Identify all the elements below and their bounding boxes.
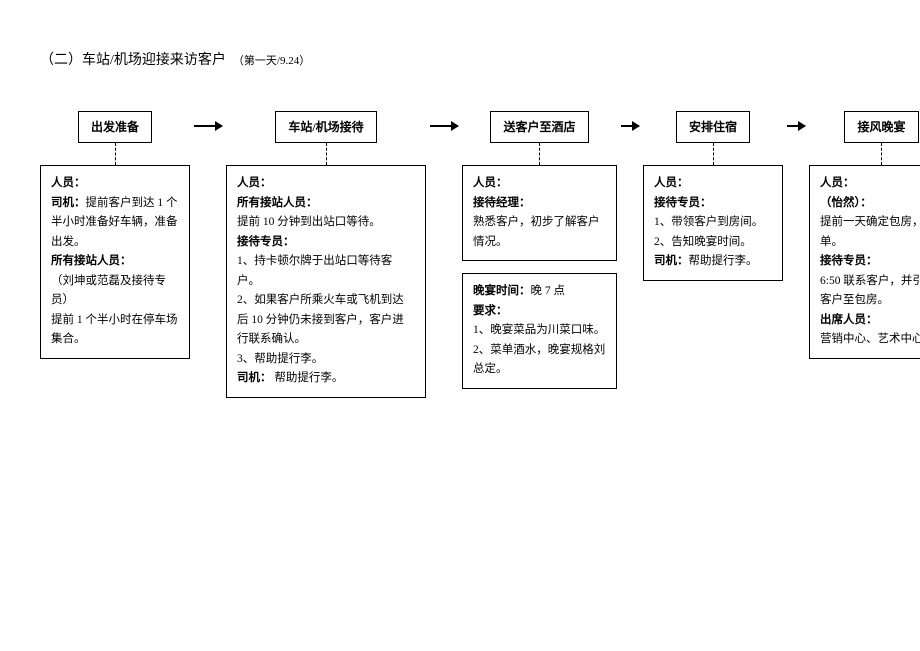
step-box-3: 送客户至酒店 [490, 111, 588, 143]
step-box-4: 安排住宿 [676, 111, 750, 143]
line: 接待经理： [473, 194, 606, 214]
connector [881, 143, 882, 165]
line: 要求： [473, 302, 606, 322]
page-title: （二）车站/机场迎接来访客户 （第一天/9.24） [40, 50, 880, 71]
heading: 人员： [237, 174, 415, 194]
line: 1、持卡顿尔牌于出站口等待客户。 [237, 252, 415, 291]
heading: 人员： [51, 174, 179, 194]
line: （怡然）： [820, 194, 920, 214]
detail-box-5: 人员： （怡然）： 提前一天确定包房，菜单。 接待专员： 6:50 联系客户，并… [809, 165, 920, 359]
title-main: （二）车站/机场迎接来访客户 [40, 53, 226, 68]
detail-box-4: 人员： 接待专员： 1、带领客户到房间。 2、告知晚宴时间。 司机：帮助提行李。 [643, 165, 783, 281]
line: 提前 10 分钟到出站口等待。 [237, 213, 415, 233]
step-box-2: 车站/机场接待 [275, 111, 376, 143]
line: 司机：提前客户到达 1 个半小时准备好车辆，准备出发。 [51, 194, 179, 253]
line: 3、帮助提行李。 [237, 350, 415, 370]
line: 1、带领客户到房间。 [654, 213, 772, 233]
detail-box-3a: 人员： 接待经理： 熟悉客户，初步了解客户情况。 [462, 165, 617, 261]
heading: 人员： [473, 174, 606, 194]
detail-box-1: 人员： 司机：提前客户到达 1 个半小时准备好车辆，准备出发。 所有接站人员： … [40, 165, 190, 359]
line: 出席人员： [820, 311, 920, 331]
step-col-1: 出发准备 人员： 司机：提前客户到达 1 个半小时准备好车辆，准备出发。 所有接… [40, 111, 190, 359]
title-sub: （第一天/9.24） [233, 55, 310, 67]
detail-box-2: 人员： 所有接站人员： 提前 10 分钟到出站口等待。 接待专员： 1、持卡顿尔… [226, 165, 426, 398]
line: 接待专员： [820, 252, 920, 272]
line: 6:50 联系客户，并引领客户至包房。 [820, 272, 920, 311]
connector [326, 143, 327, 165]
step-box-1: 出发准备 [78, 111, 152, 143]
heading: 人员： [820, 174, 920, 194]
line: 2、菜单酒水，晚宴规格刘总定。 [473, 341, 606, 380]
heading: 人员： [654, 174, 772, 194]
line: 晚宴时间：晚 7 点 [473, 282, 606, 302]
detail-box-3b: 晚宴时间：晚 7 点 要求： 1、晚宴菜品为川菜口味。 2、菜单酒水，晚宴规格刘… [462, 273, 617, 389]
line: 所有接站人员： [237, 194, 415, 214]
arrow-icon [783, 111, 809, 141]
line: 司机：帮助提行李。 [654, 252, 772, 272]
step-col-3: 送客户至酒店 人员： 接待经理： 熟悉客户，初步了解客户情况。 晚宴时间：晚 7… [462, 111, 617, 389]
arrow-icon [617, 111, 643, 141]
line: 接待专员： [237, 233, 415, 253]
line: 提前一天确定包房，菜单。 [820, 213, 920, 252]
line: 1、晚宴菜品为川菜口味。 [473, 321, 606, 341]
step-col-5: 接风晚宴 人员： （怡然）： 提前一天确定包房，菜单。 接待专员： 6:50 联… [809, 111, 920, 359]
connector [115, 143, 116, 165]
line: （刘坤或范磊及接待专员） [51, 272, 179, 311]
line: 所有接站人员： [51, 252, 179, 272]
connector [713, 143, 714, 165]
line: 提前 1 个半小时在停车场集合。 [51, 311, 179, 350]
flowchart: 出发准备 人员： 司机：提前客户到达 1 个半小时准备好车辆，准备出发。 所有接… [40, 111, 880, 398]
connector [539, 143, 540, 165]
line: 2、如果客户所乘火车或飞机到达后 10 分钟仍未接到客户，客户进行联系确认。 [237, 291, 415, 350]
line: 2、告知晚宴时间。 [654, 233, 772, 253]
line: 营销中心、艺术中心。 [820, 330, 920, 350]
line: 接待专员： [654, 194, 772, 214]
line: 熟悉客户，初步了解客户情况。 [473, 213, 606, 252]
step-box-5: 接风晚宴 [844, 111, 918, 143]
line: 司机： 帮助提行李。 [237, 369, 415, 389]
step-col-2: 车站/机场接待 人员： 所有接站人员： 提前 10 分钟到出站口等待。 接待专员… [226, 111, 426, 398]
step-col-4: 安排住宿 人员： 接待专员： 1、带领客户到房间。 2、告知晚宴时间。 司机：帮… [643, 111, 783, 281]
arrow-icon [190, 111, 226, 141]
arrow-icon [426, 111, 462, 141]
